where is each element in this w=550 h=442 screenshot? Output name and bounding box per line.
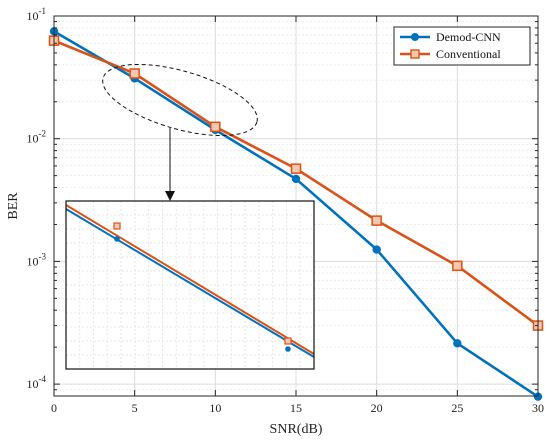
inset-grid xyxy=(66,201,314,369)
data-point-conventional xyxy=(290,163,302,174)
inset-line-conventional xyxy=(65,204,315,355)
inset-frame xyxy=(65,200,315,370)
y-tick-label: 10-4 xyxy=(27,374,47,391)
y-axis-title: BER xyxy=(6,192,21,220)
data-point-demod-cnn xyxy=(372,245,381,254)
x-tick-label: 25 xyxy=(451,401,463,415)
x-tick-label: 15 xyxy=(290,401,302,415)
x-tick-label: 0 xyxy=(51,401,57,415)
data-point-conventional xyxy=(371,215,382,226)
x-tick-label: 10 xyxy=(209,401,221,415)
data-point-conventional xyxy=(129,68,140,79)
x-axis-title: SNR(dB) xyxy=(270,422,323,437)
inset-marker-conventional xyxy=(284,337,292,345)
inset-plot xyxy=(65,200,315,370)
y-tick-label: 10-1 xyxy=(27,6,47,23)
y-axis: 10-4 10-3 10-2 10-1 xyxy=(27,6,538,391)
x-axis: 0 5 10 15 20 25 30 xyxy=(51,16,544,415)
legend-label-demod-cnn: Demod-CNN xyxy=(436,30,501,44)
legend: Demod-CNN Conventional xyxy=(393,26,531,66)
y-tick-label: 10-2 xyxy=(27,129,47,146)
x-tick-label: 30 xyxy=(532,401,544,415)
zoom-arrow-head xyxy=(165,191,175,201)
data-point-demod-cnn xyxy=(453,339,462,348)
zoom-ellipse xyxy=(102,63,258,137)
legend-item-conventional: Conventional xyxy=(400,47,501,61)
inset-line-demod-cnn xyxy=(65,208,315,358)
inset-marker-demod-cnn xyxy=(285,346,291,352)
data-point-conventional xyxy=(210,121,221,133)
legend-marker-demod-cnn xyxy=(411,33,419,41)
data-point-demod-cnn xyxy=(291,174,301,184)
data-point-conventional xyxy=(452,260,463,272)
legend-label-conventional: Conventional xyxy=(436,47,501,61)
x-tick-label: 20 xyxy=(371,401,383,415)
inset-marker-demod-cnn xyxy=(114,236,120,242)
legend-marker-conventional xyxy=(410,49,420,59)
legend-item-demod-cnn: Demod-CNN xyxy=(400,30,501,44)
data-point-demod-cnn xyxy=(533,392,543,401)
x-tick-label: 5 xyxy=(132,401,138,415)
inset-marker-conventional xyxy=(113,222,121,230)
y-tick-label: 10-3 xyxy=(27,251,47,268)
series-layer xyxy=(48,27,544,401)
